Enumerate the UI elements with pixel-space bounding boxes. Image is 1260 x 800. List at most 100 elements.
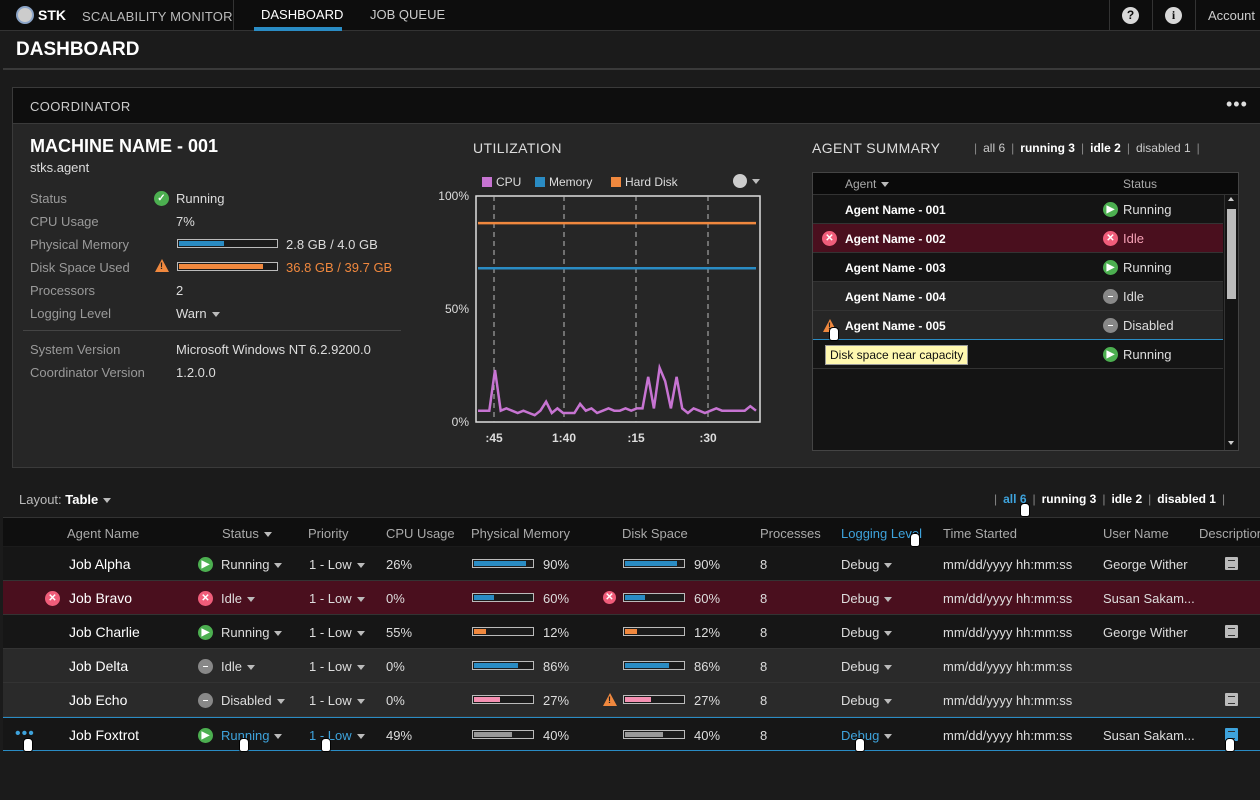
status-dropdown[interactable]: Disabled [221,693,285,708]
page-title: DASHBOARD [16,39,140,60]
priority-dropdown[interactable]: 1 - Low [309,728,365,743]
disk-bar [623,730,685,739]
disk-percent: 40% [694,728,721,743]
memory-percent: 40% [543,728,570,743]
machine-subtitle: stks.agent [30,160,90,175]
hand-cursor-icon [1020,503,1030,517]
error-icon: ✕ [603,591,616,604]
table-row[interactable]: Job Charlie ▶ Running 1 - Low 55% 12% 12% 8 Debu… [3,615,1260,649]
column-header-user[interactable]: User Name [1103,526,1169,541]
chevron-down-icon [246,597,255,603]
filter-idle[interactable]: idle 2 [1111,492,1143,506]
clock-icon[interactable] [733,174,747,188]
status-dropdown[interactable]: Running [221,728,283,743]
scroll-up-icon[interactable] [1228,197,1234,201]
disk-bar-fill [179,264,263,269]
status-dropdown[interactable]: Running [221,557,283,572]
table-row[interactable]: ✕ Job Bravo ✕ Idle 1 - Low 0% 60% ✕ 60% 8 Debug mm/… [3,581,1260,615]
user-name: Susan Sakam... [1103,591,1195,606]
memory-bar-fill [474,697,500,702]
divider [233,0,234,31]
account-menu[interactable]: Account [1208,8,1255,23]
scrollbar[interactable] [1224,195,1237,450]
column-header-disk[interactable]: Disk Space [622,526,688,541]
description-icon[interactable] [1225,625,1238,638]
column-header-description[interactable]: Description [1199,526,1260,541]
table-row[interactable]: Job Delta – Idle 1 - Low 0% 86% 86% 8 Debug mm/dd… [3,649,1260,683]
agent-row[interactable]: Agent Name - 001 ▶ Running [813,195,1223,224]
layout-selector[interactable]: Layout: Table [19,492,112,507]
utilization-chart: :45 1:40:15:30 100% 50% 0% [438,189,761,445]
description-icon[interactable] [1225,693,1238,706]
filter-disabled[interactable]: disabled 1 [1135,141,1191,155]
info-icon[interactable]: i [1165,7,1182,24]
idle-icon: – [198,659,213,674]
column-header-logging[interactable]: Logging Level [841,526,922,541]
tab-job-queue[interactable]: JOB QUEUE [370,7,446,22]
scroll-thumb[interactable] [1227,209,1236,299]
priority-dropdown[interactable]: 1 - Low [309,557,365,572]
status-dropdown[interactable]: Idle [221,591,255,606]
status-dropdown[interactable]: Running [221,625,283,640]
hand-cursor-icon [321,738,331,752]
more-options-icon[interactable]: ••• [1226,94,1248,114]
coordinator-version-label: Coordinator Version [30,365,145,380]
logging-dropdown[interactable]: Debug [841,659,893,674]
filter-running[interactable]: running 3 [1041,492,1097,506]
filter-idle[interactable]: idle 2 [1090,141,1121,155]
table-row[interactable]: Job Alpha ▶ Running 1 - Low 26% 90% 90% 8 Debug m… [3,547,1260,581]
logging-dropdown[interactable]: Debug [841,625,893,640]
priority-dropdown[interactable]: 1 - Low [309,591,365,606]
chevron-down-icon [356,665,365,671]
filter-disabled[interactable]: disabled 1 [1157,492,1216,506]
column-header-processes[interactable]: Processes [760,526,821,541]
column-header-cpu[interactable]: CPU Usage [386,526,455,541]
column-header-priority[interactable]: Priority [308,526,349,541]
stk-logo[interactable]: STK [16,6,66,24]
filter-all[interactable]: all 6 [983,141,1006,155]
hand-cursor-icon [23,738,33,752]
chevron-down-icon [884,597,893,603]
chevron-down-icon[interactable] [752,179,760,184]
job-name: Job Alpha [69,556,131,572]
column-header-agent-name[interactable]: Agent Name [67,526,140,541]
chevron-down-icon [884,699,893,705]
logging-dropdown[interactable]: Debug [841,693,893,708]
memory-bar-fill [474,629,486,634]
filter-all[interactable]: all 6 [1003,492,1027,506]
description-icon[interactable] [1225,557,1238,570]
agent-row[interactable]: ✕ Agent Name - 002 ✕ Idle [813,224,1223,253]
agent-row[interactable]: ! Agent Name - 005 – Disabled [813,311,1223,340]
table-row[interactable]: Job Echo – Disabled 1 - Low 0% 27%! 27% 8 Debug m… [3,683,1260,717]
priority-dropdown[interactable]: 1 - Low [309,659,365,674]
priority-dropdown[interactable]: 1 - Low [309,625,365,640]
logging-dropdown[interactable]: Debug [841,728,893,743]
status-dropdown[interactable]: Idle [221,659,255,674]
column-header-status[interactable]: Status [1123,177,1158,191]
logging-dropdown[interactable]: Debug [841,557,893,572]
column-header-time[interactable]: Time Started [943,526,1017,541]
active-tab-indicator [254,27,342,31]
cpu-label: CPU Usage [30,214,99,229]
logging-dropdown[interactable]: Debug [841,591,893,606]
column-header-agent[interactable]: Agent [845,177,890,191]
column-header-status[interactable]: Status [222,526,272,541]
column-header-memory[interactable]: Physical Memory [471,526,570,541]
legend-memory: Memory [535,175,592,189]
filter-running[interactable]: running 3 [1020,141,1075,155]
logging-level-dropdown[interactable]: Warn [176,306,220,321]
row-actions-icon[interactable]: ••• [15,725,35,742]
chevron-down-icon [103,498,112,504]
series-line-cpu [478,363,757,417]
agent-row[interactable]: ▶ Running [813,340,1223,369]
scroll-down-icon[interactable] [1228,441,1234,445]
play-icon: ▶ [1103,260,1118,275]
help-icon[interactable]: ? [1122,7,1139,24]
table-row[interactable]: ••• Job Foxtrot ▶ Running 1 - Low 49% 40% 40% 8 D… [3,717,1260,752]
agent-row[interactable]: Agent Name - 003 ▶ Running [813,253,1223,282]
priority-dropdown[interactable]: 1 - Low [309,693,365,708]
play-icon: ▶ [1103,202,1118,217]
agent-row[interactable]: Agent Name - 004 – Idle [813,282,1223,311]
tab-dashboard[interactable]: DASHBOARD [261,7,344,22]
cpu-usage: 0% [386,659,405,674]
